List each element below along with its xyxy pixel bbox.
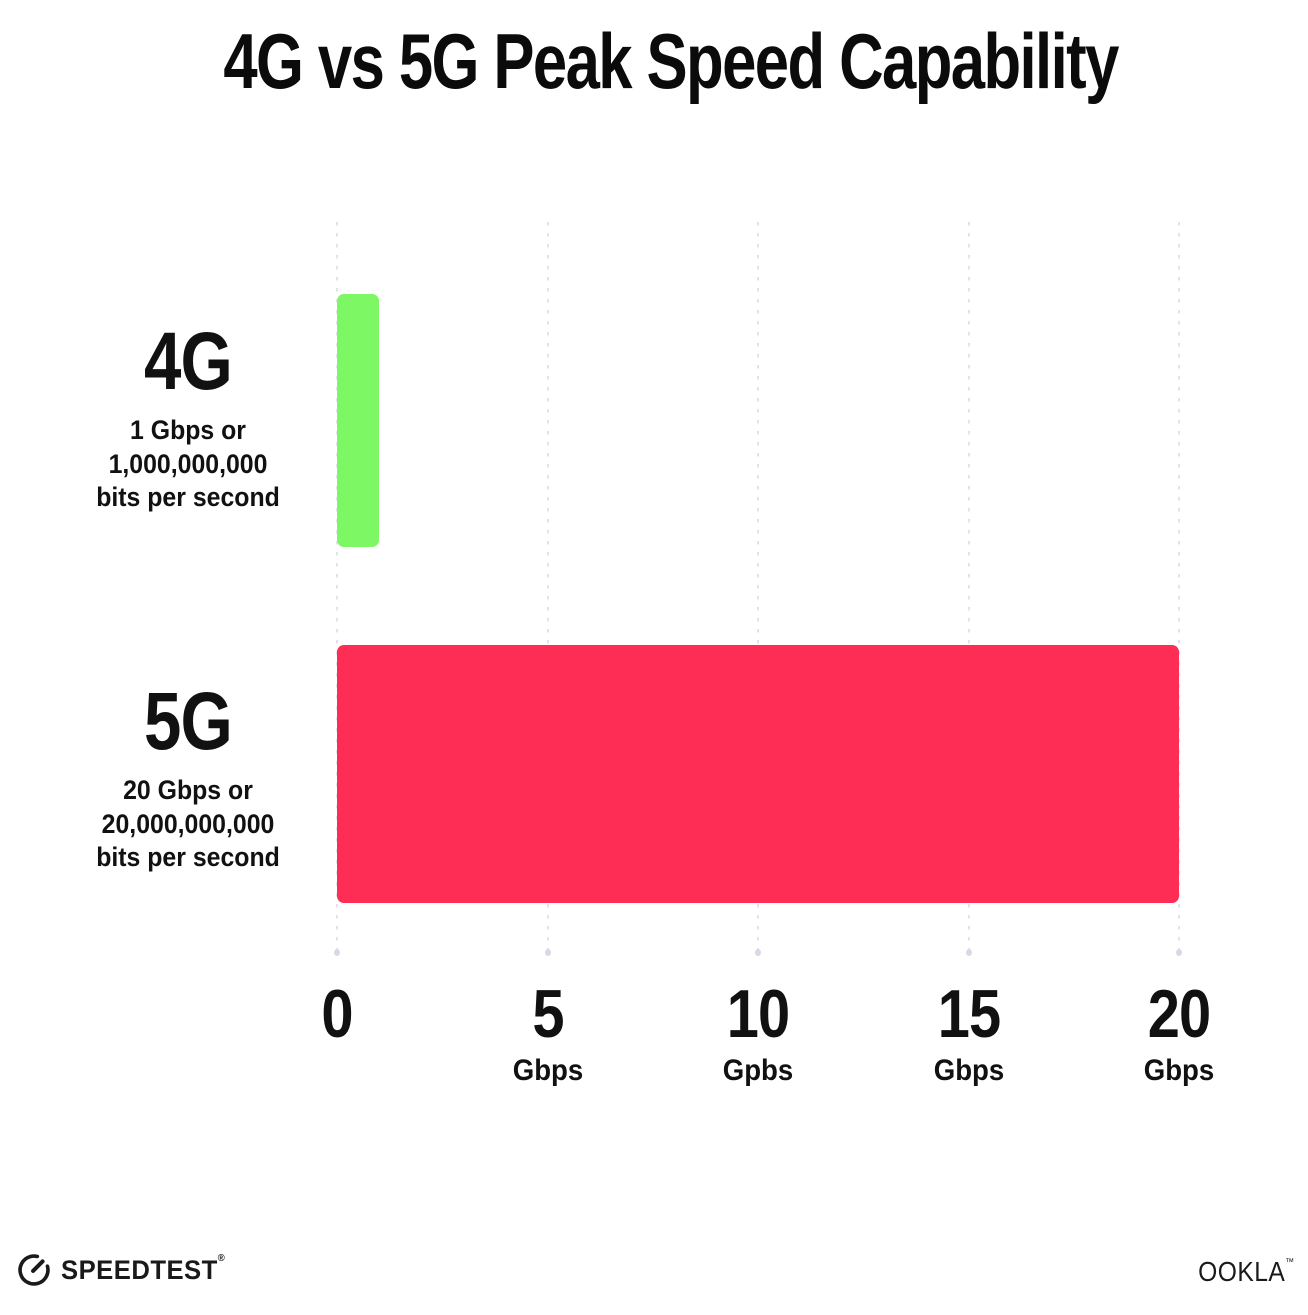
speedtest-wordmark: SPEEDTEST® xyxy=(61,1252,225,1288)
desc-line: 20 Gbps or xyxy=(123,775,253,805)
x-tick-number: 5 xyxy=(531,976,564,1052)
x-tick-unit: Gpbs xyxy=(722,1054,794,1087)
category-desc-5g: 20 Gbps or 20,000,000,000 bits per secon… xyxy=(50,774,326,875)
axis-tick-dot-0 xyxy=(334,949,340,956)
gridline-20 xyxy=(1178,222,1180,950)
bar-5g xyxy=(337,645,1179,903)
x-tick-label-5: 5 Gbps xyxy=(428,976,668,1087)
desc-line: 20,000,000,000 xyxy=(101,808,275,839)
speedtest-logo: SPEEDTEST® xyxy=(16,1252,234,1288)
ookla-logo: OOKLA™ xyxy=(1198,1256,1294,1288)
desc-line: 1,000,000,000 xyxy=(108,448,268,479)
desc-line: bits per second xyxy=(96,482,280,512)
speedtest-trademark: ® xyxy=(217,1253,226,1264)
category-name-4g: 4G xyxy=(143,316,233,407)
category-desc-4g: 1 Gbps or 1,000,000,000 bits per second xyxy=(50,414,326,515)
ookla-label: OOKLA xyxy=(1197,1256,1285,1287)
ookla-trademark: ™ xyxy=(1284,1257,1294,1268)
speedometer-gauge-icon xyxy=(18,1254,50,1286)
x-tick-unit: Gbps xyxy=(1143,1054,1215,1087)
category-name-5g: 5G xyxy=(143,676,233,767)
gridline-15 xyxy=(967,222,970,950)
category-label-4g: 4G 1 Gbps or 1,000,000,000 bits per seco… xyxy=(38,320,338,515)
x-tick-unit: Gbps xyxy=(512,1054,583,1087)
x-tick-number: 0 xyxy=(321,976,353,1052)
x-tick-number: 10 xyxy=(726,976,790,1052)
gridline-0 xyxy=(336,222,338,950)
axis-tick-dot-20 xyxy=(1176,949,1182,956)
category-label-5g: 5G 20 Gbps or 20,000,000,000 bits per se… xyxy=(38,680,338,875)
gridline-10 xyxy=(757,222,759,950)
desc-line: 1 Gbps or xyxy=(130,415,246,445)
gridline-5 xyxy=(546,222,549,950)
x-tick-number: 15 xyxy=(937,976,1000,1052)
desc-line: bits per second xyxy=(96,842,280,872)
x-tick-number: 20 xyxy=(1147,976,1211,1052)
speedtest-label: SPEEDTEST xyxy=(61,1255,218,1285)
x-tick-label-0: 0 xyxy=(217,976,457,1052)
x-tick-label-20: 20 Gbps xyxy=(1059,976,1299,1087)
x-tick-unit: Gbps xyxy=(933,1054,1004,1087)
x-tick-label-10: 10 Gpbs xyxy=(638,976,878,1087)
axis-tick-dot-10 xyxy=(755,949,761,956)
x-tick-label-15: 15 Gbps xyxy=(849,976,1089,1087)
chart-title: 4G vs 5G Peak Speed Capability xyxy=(223,17,1119,105)
axis-tick-dot-15 xyxy=(965,949,972,956)
axis-tick-dot-5 xyxy=(544,949,551,956)
bar-4g xyxy=(337,294,380,547)
